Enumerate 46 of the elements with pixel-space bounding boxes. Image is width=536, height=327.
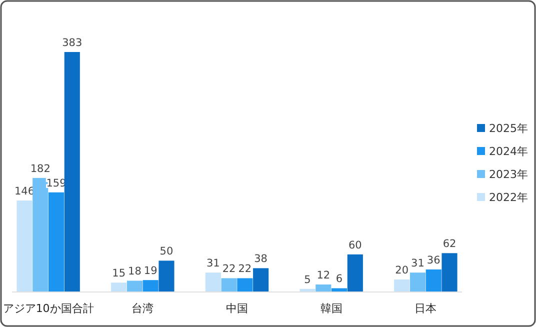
bar [158,260,174,292]
data-label: 38 [254,253,268,266]
data-label: 20 [395,264,409,276]
bar [316,284,332,292]
x-tick-label: 台湾 [132,302,154,315]
x-tick-label: 日本 [414,302,437,315]
bar [332,288,348,292]
data-label: 22 [238,263,252,276]
bar [410,272,426,292]
data-label: 12 [316,269,330,282]
x-tick-label: 韓国 [320,302,342,315]
legend-label: 2023年 [489,168,528,181]
bar [347,254,363,292]
data-label: 6 [336,273,343,286]
bar [142,280,158,292]
data-label: 15 [112,268,126,280]
bar [237,278,253,292]
bar [32,178,48,292]
data-label: 18 [128,266,142,278]
legend-label: 2024年 [489,145,528,158]
data-label: 31 [411,258,424,270]
bar [111,282,127,292]
bar [16,200,32,292]
data-label: 62 [442,238,456,250]
bar [205,272,221,292]
bar [426,269,442,292]
bar [221,278,237,292]
bar [48,192,64,292]
x-tick-label: アジア10か国合計 [2,302,94,315]
data-label: 5 [304,274,311,286]
data-label: 22 [222,263,236,276]
bar [64,52,80,292]
bar [126,280,142,292]
data-label: 60 [348,239,362,252]
data-label: 182 [30,162,50,175]
legend-label: 2025年 [489,122,528,135]
bar [394,279,410,292]
legend-label: 2022年 [489,191,528,204]
data-label: 36 [426,254,441,266]
data-label: 31 [206,258,220,270]
bar [442,253,458,292]
data-label: 383 [62,37,82,49]
x-tick-label: 中国 [226,302,248,315]
bar [253,268,269,292]
data-label: 50 [160,246,174,258]
data-label: 19 [144,265,158,278]
